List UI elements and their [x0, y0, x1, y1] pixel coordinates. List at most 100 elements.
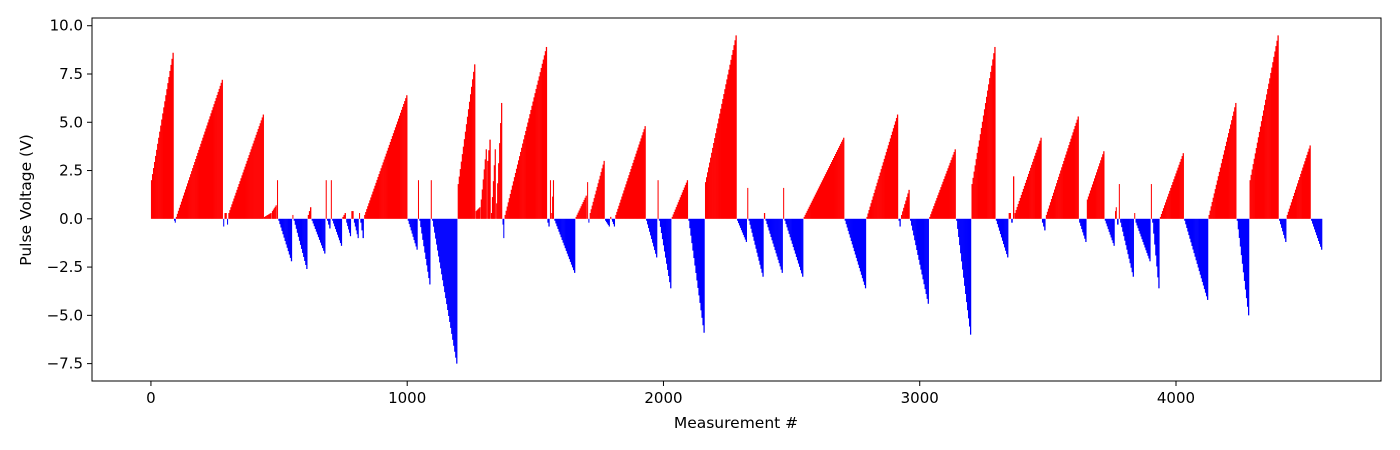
bar — [458, 176, 460, 219]
bar — [1280, 218, 1282, 225]
bar — [525, 130, 527, 219]
bar — [1284, 218, 1286, 239]
bar — [388, 144, 391, 219]
bar — [668, 218, 670, 277]
bar — [189, 177, 191, 219]
bar — [693, 218, 695, 259]
bar — [1091, 184, 1094, 219]
bar — [612, 218, 614, 222]
bar — [635, 153, 637, 219]
bar — [381, 165, 383, 219]
bar — [572, 218, 575, 271]
y-tick-label: 0.0 — [59, 210, 83, 228]
bar — [777, 218, 779, 260]
bar — [454, 218, 456, 352]
bar — [929, 216, 931, 219]
bar — [163, 107, 165, 219]
bar — [1066, 151, 1068, 219]
bar — [343, 214, 345, 219]
bar — [280, 218, 282, 228]
bar — [1157, 218, 1159, 278]
bar — [230, 207, 232, 219]
bar — [1158, 218, 1160, 289]
bar — [243, 169, 245, 219]
bar — [592, 201, 594, 219]
bar — [293, 218, 295, 221]
bar — [684, 185, 687, 219]
bar — [988, 84, 990, 219]
bar — [555, 218, 557, 224]
bar — [670, 218, 672, 289]
bar — [982, 115, 985, 219]
bar — [273, 208, 275, 219]
bar — [262, 114, 264, 219]
bar — [1090, 187, 1093, 219]
bar — [242, 172, 244, 219]
bar — [626, 181, 628, 219]
bar — [1217, 176, 1220, 219]
bar — [155, 155, 157, 219]
bar — [748, 218, 750, 221]
bar — [927, 218, 929, 304]
bar — [620, 199, 622, 219]
bar — [1131, 218, 1133, 273]
bar — [934, 203, 936, 219]
bar — [1153, 218, 1155, 234]
bar — [634, 156, 636, 219]
bar — [1195, 218, 1197, 261]
bar — [463, 139, 466, 219]
bar — [1202, 218, 1205, 286]
bar — [1261, 115, 1264, 219]
bar — [893, 124, 896, 219]
bar — [334, 218, 336, 227]
bar — [412, 218, 414, 237]
bar — [536, 84, 538, 219]
bar — [713, 142, 715, 219]
bar — [621, 196, 623, 219]
bar — [474, 64, 476, 219]
bar — [990, 71, 992, 219]
bar — [665, 218, 667, 258]
bar — [1288, 208, 1291, 219]
bar — [217, 91, 219, 219]
bar — [725, 84, 727, 219]
bar — [244, 166, 246, 219]
bar — [923, 218, 925, 285]
bar — [902, 211, 904, 219]
bar — [642, 132, 644, 219]
bar — [753, 218, 755, 241]
bar — [556, 218, 558, 227]
bar — [362, 218, 364, 239]
bar — [754, 218, 756, 245]
bar — [469, 94, 472, 219]
bar — [477, 209, 479, 219]
bar — [810, 202, 812, 219]
bar — [943, 179, 945, 219]
bar — [1316, 218, 1318, 236]
bar — [916, 218, 918, 251]
bar — [787, 218, 789, 231]
bar — [752, 218, 754, 237]
bar — [1201, 218, 1204, 282]
bar — [414, 218, 416, 244]
bar — [737, 218, 739, 221]
bar — [194, 162, 196, 219]
bar — [1003, 218, 1005, 245]
bar — [976, 152, 978, 219]
bar — [511, 185, 514, 219]
bar — [636, 150, 638, 219]
bar — [1124, 218, 1126, 241]
bar — [1256, 142, 1259, 219]
bar — [1168, 193, 1170, 219]
bar — [941, 184, 943, 219]
bar — [1187, 218, 1189, 232]
bar — [488, 150, 490, 219]
bar — [220, 82, 222, 219]
bar — [918, 218, 920, 260]
bar — [1219, 167, 1222, 219]
bar — [991, 65, 993, 219]
bar — [814, 194, 817, 219]
bar — [1249, 180, 1251, 219]
bar — [1100, 160, 1102, 219]
bar — [912, 218, 914, 231]
